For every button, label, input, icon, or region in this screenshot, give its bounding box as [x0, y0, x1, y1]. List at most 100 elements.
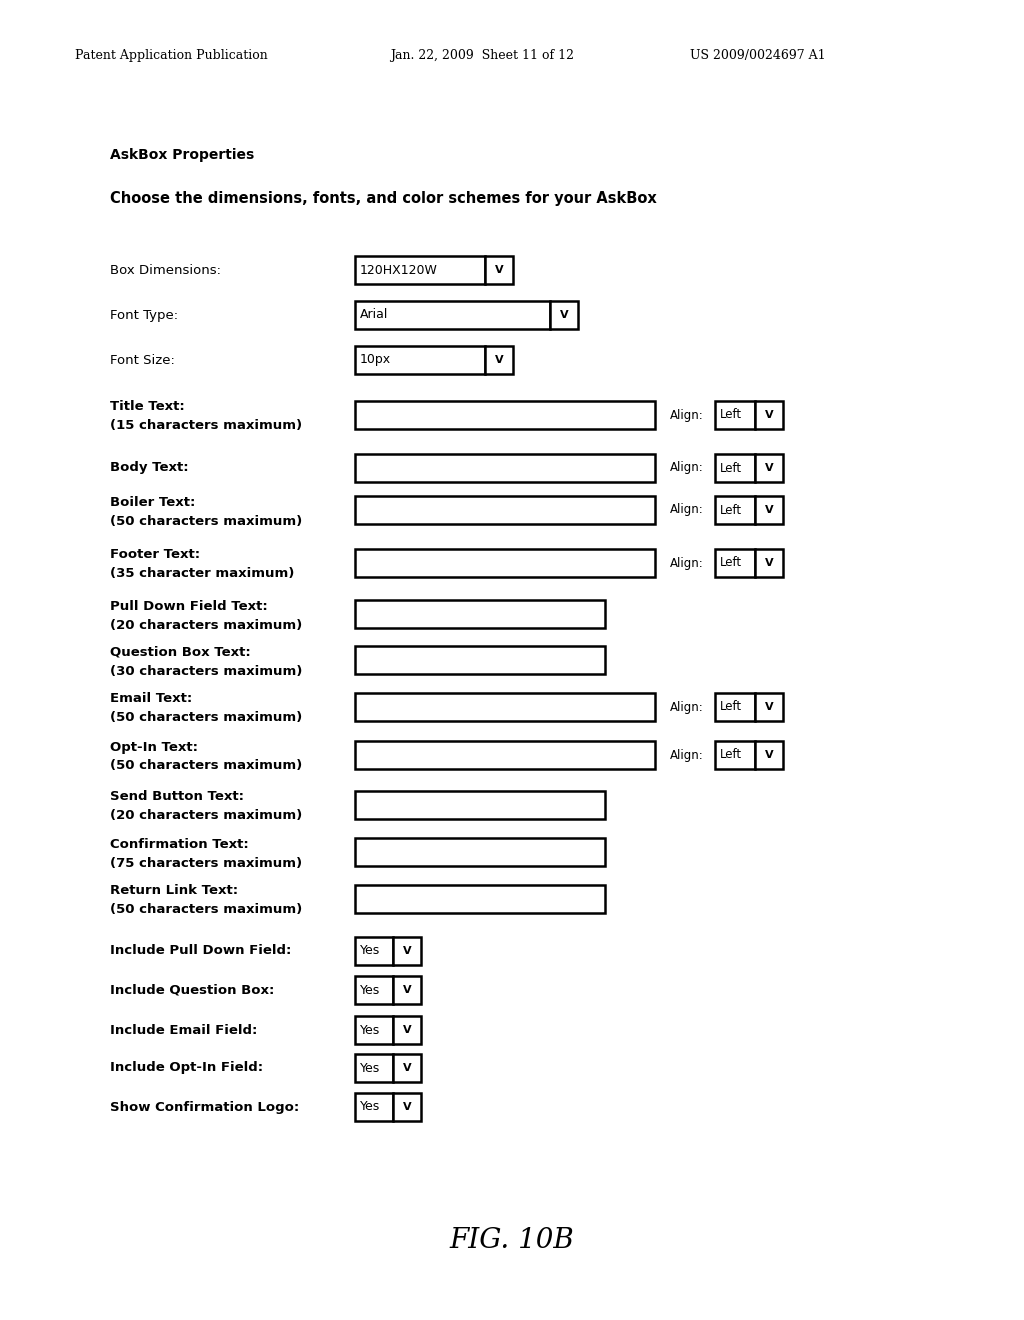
FancyBboxPatch shape	[393, 1016, 421, 1044]
Text: V: V	[765, 750, 773, 760]
Text: Jan. 22, 2009  Sheet 11 of 12: Jan. 22, 2009 Sheet 11 of 12	[390, 49, 574, 62]
Text: V: V	[402, 946, 412, 956]
Text: V: V	[765, 702, 773, 711]
Text: Left: Left	[720, 408, 742, 421]
FancyBboxPatch shape	[355, 301, 550, 329]
FancyBboxPatch shape	[355, 884, 605, 913]
FancyBboxPatch shape	[355, 937, 393, 965]
Text: (50 characters maximum): (50 characters maximum)	[110, 515, 302, 528]
Text: Font Size:: Font Size:	[110, 354, 175, 367]
FancyBboxPatch shape	[355, 346, 485, 374]
FancyBboxPatch shape	[393, 1053, 421, 1082]
Text: Yes: Yes	[360, 1061, 380, 1074]
Text: Left: Left	[720, 557, 742, 569]
FancyBboxPatch shape	[355, 838, 605, 866]
Text: Align:: Align:	[670, 557, 703, 569]
FancyBboxPatch shape	[485, 256, 513, 284]
Text: Yes: Yes	[360, 1101, 380, 1114]
FancyBboxPatch shape	[355, 975, 393, 1005]
Text: Question Box Text:: Question Box Text:	[110, 645, 251, 659]
Text: FIG. 10B: FIG. 10B	[450, 1226, 574, 1254]
FancyBboxPatch shape	[355, 693, 655, 721]
FancyBboxPatch shape	[355, 1093, 393, 1121]
Text: V: V	[765, 463, 773, 473]
Text: Left: Left	[720, 701, 742, 714]
FancyBboxPatch shape	[355, 401, 655, 429]
FancyBboxPatch shape	[355, 256, 485, 284]
Text: V: V	[495, 355, 504, 366]
Text: (50 characters maximum): (50 characters maximum)	[110, 759, 302, 772]
Text: Title Text:: Title Text:	[110, 400, 184, 413]
Text: Yes: Yes	[360, 983, 380, 997]
FancyBboxPatch shape	[715, 496, 755, 524]
Text: Left: Left	[720, 748, 742, 762]
Text: Include Pull Down Field:: Include Pull Down Field:	[110, 945, 292, 957]
Text: V: V	[495, 265, 504, 275]
Text: Align:: Align:	[670, 408, 703, 421]
Text: V: V	[765, 558, 773, 568]
Text: 10px: 10px	[360, 354, 391, 367]
FancyBboxPatch shape	[355, 1016, 393, 1044]
Text: Include Question Box:: Include Question Box:	[110, 983, 274, 997]
Text: V: V	[402, 1102, 412, 1111]
FancyBboxPatch shape	[715, 693, 755, 721]
FancyBboxPatch shape	[355, 601, 605, 628]
FancyBboxPatch shape	[755, 741, 783, 770]
Text: Font Type:: Font Type:	[110, 309, 178, 322]
Text: AskBox Properties: AskBox Properties	[110, 148, 254, 162]
FancyBboxPatch shape	[485, 346, 513, 374]
Text: Box Dimensions:: Box Dimensions:	[110, 264, 221, 276]
FancyBboxPatch shape	[715, 549, 755, 577]
Text: Align:: Align:	[670, 462, 703, 474]
FancyBboxPatch shape	[755, 693, 783, 721]
Text: Align:: Align:	[670, 701, 703, 714]
FancyBboxPatch shape	[755, 401, 783, 429]
FancyBboxPatch shape	[355, 645, 605, 675]
Text: Include Opt-In Field:: Include Opt-In Field:	[110, 1061, 263, 1074]
Text: V: V	[402, 1026, 412, 1035]
Text: V: V	[402, 985, 412, 995]
FancyBboxPatch shape	[715, 401, 755, 429]
Text: US 2009/0024697 A1: US 2009/0024697 A1	[690, 49, 825, 62]
Text: 120HX120W: 120HX120W	[360, 264, 438, 276]
FancyBboxPatch shape	[355, 1053, 393, 1082]
Text: (20 characters maximum): (20 characters maximum)	[110, 809, 302, 822]
Text: Yes: Yes	[360, 945, 380, 957]
Text: V: V	[402, 1063, 412, 1073]
FancyBboxPatch shape	[715, 741, 755, 770]
FancyBboxPatch shape	[355, 496, 655, 524]
Text: Yes: Yes	[360, 1023, 380, 1036]
Text: Body Text:: Body Text:	[110, 462, 188, 474]
FancyBboxPatch shape	[755, 454, 783, 482]
Text: Left: Left	[720, 462, 742, 474]
Text: (30 characters maximum): (30 characters maximum)	[110, 664, 302, 677]
FancyBboxPatch shape	[393, 975, 421, 1005]
Text: V: V	[765, 411, 773, 420]
Text: Send Button Text:: Send Button Text:	[110, 791, 244, 804]
Text: Left: Left	[720, 503, 742, 516]
Text: Opt-In Text:: Opt-In Text:	[110, 741, 198, 754]
Text: (75 characters maximum): (75 characters maximum)	[110, 857, 302, 870]
Text: (50 characters maximum): (50 characters maximum)	[110, 903, 302, 916]
FancyBboxPatch shape	[550, 301, 578, 329]
Text: Patent Application Publication: Patent Application Publication	[75, 49, 267, 62]
FancyBboxPatch shape	[755, 549, 783, 577]
Text: Show Confirmation Logo:: Show Confirmation Logo:	[110, 1101, 299, 1114]
Text: Footer Text:: Footer Text:	[110, 549, 200, 561]
Text: (20 characters maximum): (20 characters maximum)	[110, 619, 302, 631]
Text: Confirmation Text:: Confirmation Text:	[110, 837, 249, 850]
FancyBboxPatch shape	[755, 496, 783, 524]
Text: V: V	[560, 310, 568, 319]
Text: (50 characters maximum): (50 characters maximum)	[110, 711, 302, 725]
Text: V: V	[765, 506, 773, 515]
Text: Arial: Arial	[360, 309, 388, 322]
FancyBboxPatch shape	[393, 1093, 421, 1121]
Text: Return Link Text:: Return Link Text:	[110, 884, 239, 898]
Text: Include Email Field:: Include Email Field:	[110, 1023, 257, 1036]
FancyBboxPatch shape	[355, 549, 655, 577]
Text: Pull Down Field Text:: Pull Down Field Text:	[110, 599, 267, 612]
FancyBboxPatch shape	[355, 741, 655, 770]
Text: (35 character maximum): (35 character maximum)	[110, 568, 294, 581]
FancyBboxPatch shape	[355, 791, 605, 818]
Text: Align:: Align:	[670, 748, 703, 762]
